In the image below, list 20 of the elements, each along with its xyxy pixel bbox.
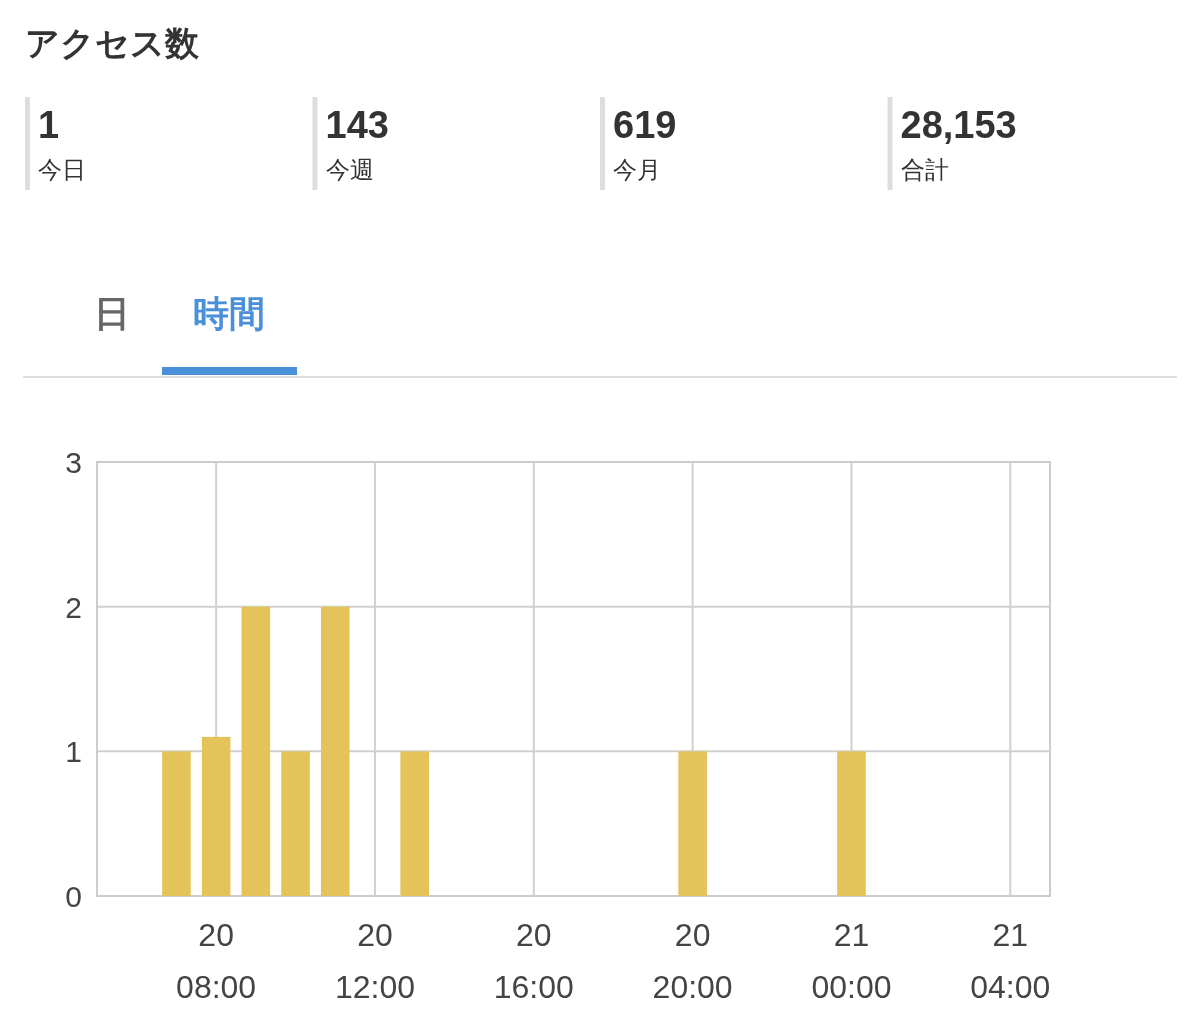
text: 143 <box>325 104 389 146</box>
text: 今月 <box>613 156 661 183</box>
x-tick-label: 21 04:00 <box>970 917 1051 1005</box>
x-tick-label: 20 08:00 <box>176 917 257 1005</box>
text: アクセス数 <box>25 24 200 62</box>
text: 今週 <box>325 156 374 183</box>
x-tick-label: 20 12:00 <box>334 917 415 1005</box>
text: 今日 <box>38 156 86 183</box>
x-tick-label: 20 16:00 <box>493 917 574 1005</box>
y-tick-label: 2 <box>65 590 82 624</box>
text: 合計 <box>900 156 949 183</box>
y-tick-label: 1 <box>65 735 82 769</box>
y-tick-label: 0 <box>65 880 82 913</box>
y-tick-label: 3 <box>65 446 82 479</box>
text: 時間 <box>193 293 265 334</box>
text: 28,153 <box>900 104 1017 146</box>
x-tick-label: 21 00:00 <box>811 917 892 1005</box>
x-tick-label: 20 20:00 <box>652 917 733 1005</box>
text: 日 <box>94 293 130 334</box>
text: 619 <box>613 104 677 146</box>
